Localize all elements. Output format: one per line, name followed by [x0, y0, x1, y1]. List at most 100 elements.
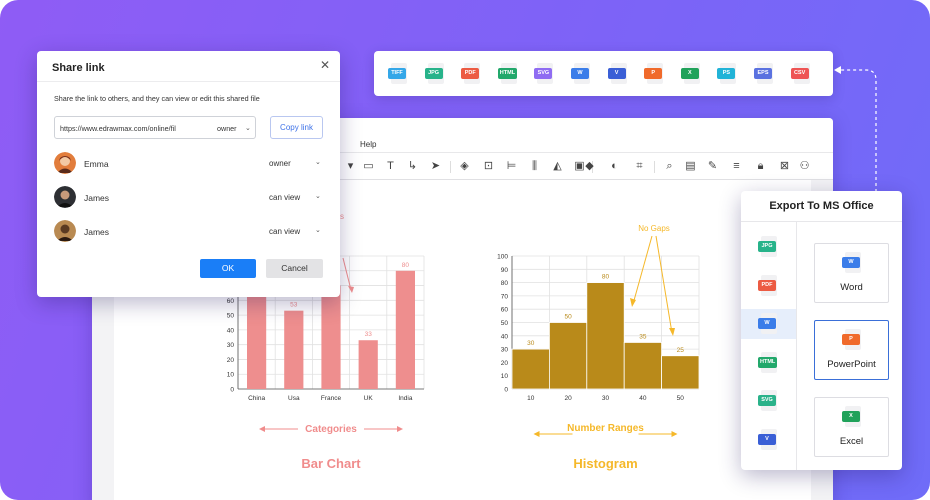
chevron-down-icon[interactable]: ⌄ [315, 159, 321, 166]
export-format-item[interactable]: JPG [741, 232, 796, 262]
format-csv-icon[interactable]: CSV [790, 63, 811, 85]
export-format-item[interactable]: W [741, 309, 796, 339]
user-row: James can view ⌄ [54, 186, 324, 210]
copy-link-button[interactable]: Copy link [270, 116, 323, 139]
format-strip: TIFF JPG PDF HTML SVG W V P X PS EPS CSV [374, 51, 833, 96]
format-tiff-icon[interactable]: TIFF [388, 63, 408, 85]
fill-icon[interactable]: ◆ [585, 160, 594, 172]
data-label: 50 [564, 314, 572, 321]
divider [796, 222, 797, 470]
menu-help[interactable]: Help [360, 140, 377, 149]
link-role-select[interactable]: owner [217, 124, 237, 133]
export-format-item[interactable]: SVG [741, 386, 796, 416]
export-excel-card[interactable]: X Excel [814, 397, 889, 457]
y-tick-label: 60 [501, 307, 509, 314]
format-jpg-icon[interactable]: JPG [424, 63, 445, 85]
export-format-item[interactable]: PDF [741, 271, 796, 301]
image-search-icon[interactable]: ▤ [685, 160, 696, 172]
y-tick-label: 60 [227, 298, 235, 305]
bar [511, 348, 550, 390]
export-powerpoint-card[interactable]: P PowerPoint [814, 320, 889, 380]
rectangle-icon[interactable]: ▭ [363, 160, 374, 172]
format-v-icon[interactable]: V [758, 428, 778, 451]
link-url[interactable]: https://www.edrawmax.com/online/fil [60, 124, 176, 133]
pen-icon[interactable]: ✎ [707, 160, 718, 172]
annotation-arrow-head [669, 328, 675, 336]
chevron-down-icon[interactable]: ⌄ [245, 125, 251, 132]
format-w-icon[interactable]: W [758, 313, 778, 335]
format-tag: HTML [758, 356, 778, 368]
format-tag: V [758, 433, 776, 445]
word-icon[interactable]: W [842, 252, 862, 274]
format-html-icon[interactable]: HTML [758, 351, 778, 374]
y-tick-label: 90 [501, 267, 509, 274]
chevron-down-icon[interactable]: ⌄ [315, 193, 321, 200]
group-icon[interactable]: ⊡ [483, 160, 494, 172]
shape-style-icon[interactable]: ◐ [611, 160, 618, 172]
x-tick-label: India [398, 395, 412, 402]
layers-icon[interactable]: ◈ [460, 160, 469, 172]
panel-title: Export To MS Office [769, 200, 874, 212]
format-tag: PDF [758, 279, 776, 291]
user-role-select[interactable]: can view [269, 193, 301, 202]
format-svg-icon[interactable]: SVG [758, 390, 778, 412]
format-pdf-icon[interactable]: PDF [758, 274, 778, 297]
powerpoint-icon[interactable]: P [842, 329, 862, 351]
format-v-icon[interactable]: V [607, 63, 628, 85]
lock-icon[interactable]: 🔒︎ [757, 160, 764, 172]
y-tick-label: 20 [501, 360, 509, 367]
user-name: James [84, 193, 110, 203]
format-jpg-icon[interactable]: JPG [758, 236, 778, 258]
avatar [54, 186, 76, 208]
format-tag: W [571, 68, 589, 79]
avatar [54, 152, 76, 174]
format-x-icon[interactable]: X [680, 63, 701, 85]
search-icon[interactable]: ⌕ [666, 160, 673, 172]
format-w-icon[interactable]: W [571, 63, 591, 85]
y-tick-label: 10 [501, 373, 509, 380]
align-icon[interactable]: ⊨ [506, 160, 517, 172]
export-format-item[interactable]: HTML [741, 348, 796, 378]
toolbar-divider [450, 161, 451, 173]
pointer-icon[interactable]: ➤ [430, 160, 441, 172]
excel-icon[interactable]: X [842, 406, 862, 428]
link-field[interactable]: https://www.edrawmax.com/online/fil owne… [54, 116, 256, 139]
user-role-select[interactable]: can view [269, 227, 301, 236]
text-icon[interactable]: T [387, 160, 394, 172]
frame-icon[interactable]: ⊠ [779, 160, 790, 172]
format-tag: TIFF [388, 68, 406, 79]
annotation-arrow [342, 257, 352, 291]
ok-button[interactable]: OK [200, 259, 256, 278]
format-ps-icon[interactable]: PS [717, 63, 737, 85]
y-tick-label: 30 [501, 347, 509, 354]
chevron-down-icon[interactable]: ⌄ [315, 227, 321, 234]
format-html-icon[interactable]: HTML [497, 63, 518, 85]
crop-icon[interactable]: ⌗ [636, 160, 643, 172]
data-label: 33 [365, 331, 373, 338]
distribute-icon[interactable]: ⫼ [531, 160, 538, 172]
y-tick-label: 40 [501, 333, 509, 340]
format-p-icon[interactable]: P [644, 63, 664, 85]
format-tag: V [607, 68, 626, 79]
format-svg-icon[interactable]: SVG [534, 63, 554, 85]
format-eps-icon[interactable]: EPS [754, 63, 774, 85]
data-label: 30 [527, 340, 535, 347]
user-name: Emma [84, 159, 109, 169]
chevron-down-icon[interactable]: ▾ [347, 160, 354, 172]
export-format-item[interactable]: V [741, 425, 796, 455]
close-icon[interactable]: ✕ [319, 58, 331, 72]
bar [247, 285, 267, 389]
chart-title: Bar Chart [301, 456, 361, 471]
bar [358, 340, 378, 389]
x-axis-label: Number Ranges [567, 423, 644, 434]
toolbar-divider [592, 161, 593, 173]
connector-icon[interactable]: ↳ [407, 160, 418, 172]
flip-icon[interactable]: ◭ [553, 160, 562, 172]
line-style-icon[interactable]: ≡ [733, 160, 740, 172]
format-pdf-icon[interactable]: PDF [461, 63, 481, 85]
user-role-select[interactable]: owner [269, 159, 291, 168]
more-icon[interactable]: ⚇ [799, 160, 810, 172]
size-icon[interactable]: ▣ [574, 160, 585, 172]
cancel-button[interactable]: Cancel [266, 259, 323, 278]
export-word-card[interactable]: W Word [814, 243, 889, 303]
